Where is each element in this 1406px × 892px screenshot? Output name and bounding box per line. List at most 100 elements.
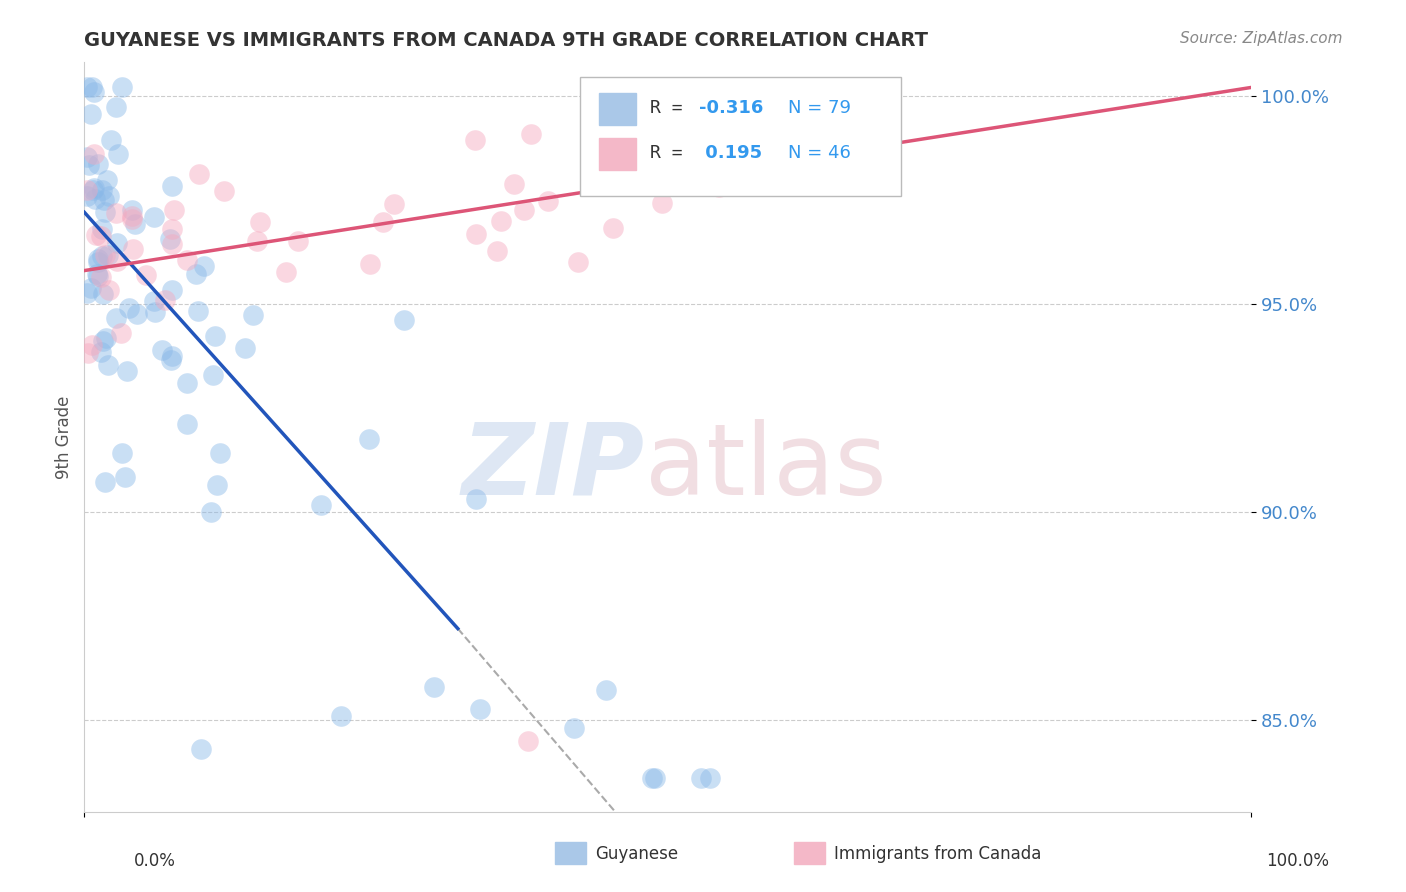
Point — [567, 254, 589, 268]
Point — [91, 287, 114, 301]
Point — [423, 680, 446, 694]
Point — [104, 311, 127, 326]
Point — [115, 364, 138, 378]
Point — [162, 179, 184, 194]
Point — [143, 211, 166, 225]
Point — [465, 227, 488, 241]
Point — [83, 85, 105, 99]
Point — [159, 353, 181, 368]
Point — [204, 329, 226, 343]
Point — [76, 183, 98, 197]
Point — [122, 243, 145, 257]
Point — [200, 505, 222, 519]
Text: R =: R = — [651, 99, 693, 117]
Text: -0.316: -0.316 — [699, 99, 763, 117]
Point — [709, 180, 731, 194]
Point — [688, 123, 710, 137]
Point — [274, 265, 297, 279]
Point — [359, 432, 381, 446]
Point — [76, 150, 98, 164]
Point — [502, 177, 524, 191]
Point — [193, 260, 215, 274]
Point — [160, 283, 183, 297]
Point — [143, 294, 166, 309]
Point — [159, 232, 181, 246]
Point — [77, 346, 100, 360]
Bar — [599, 138, 637, 169]
Y-axis label: 9th Grade: 9th Grade — [55, 395, 73, 479]
Point — [641, 772, 664, 786]
Point — [80, 80, 103, 95]
Point — [111, 446, 134, 460]
Point — [187, 304, 209, 318]
Bar — [599, 93, 637, 125]
Point — [359, 257, 381, 271]
Point — [104, 100, 127, 114]
Point — [392, 312, 415, 326]
Point — [94, 331, 117, 345]
Text: N = 46: N = 46 — [787, 145, 851, 162]
Point — [124, 217, 146, 231]
Text: Guyanese: Guyanese — [595, 845, 678, 863]
Point — [249, 215, 271, 229]
Point — [80, 107, 103, 121]
Point — [87, 255, 110, 269]
Bar — [794, 842, 825, 864]
Text: GUYANESE VS IMMIGRANTS FROM CANADA 9TH GRADE CORRELATION CHART: GUYANESE VS IMMIGRANTS FROM CANADA 9TH G… — [84, 30, 928, 50]
Point — [184, 268, 207, 282]
Point — [127, 307, 149, 321]
Point — [90, 183, 112, 197]
Point — [176, 376, 198, 390]
Point — [371, 215, 394, 229]
Point — [595, 682, 617, 697]
Point — [644, 772, 666, 786]
Point — [176, 417, 198, 432]
Point — [87, 157, 110, 171]
Point — [190, 742, 212, 756]
Point — [110, 326, 132, 340]
Text: 100.0%: 100.0% — [1265, 852, 1329, 870]
Point — [93, 204, 115, 219]
Point — [87, 268, 110, 283]
Point — [209, 446, 232, 460]
Point — [89, 229, 111, 244]
Text: ZIP: ZIP — [461, 418, 644, 516]
Point — [330, 709, 353, 723]
Point — [105, 254, 128, 268]
Point — [83, 181, 105, 195]
Point — [287, 234, 309, 248]
Point — [121, 202, 143, 217]
Point — [187, 167, 209, 181]
Point — [464, 133, 486, 147]
Point — [121, 209, 143, 223]
Point — [91, 221, 114, 235]
Point — [242, 308, 264, 322]
Point — [160, 236, 183, 251]
Point — [309, 498, 332, 512]
Point — [96, 358, 118, 372]
Point — [486, 244, 509, 258]
Point — [105, 206, 128, 220]
Point — [143, 305, 166, 319]
FancyBboxPatch shape — [581, 78, 901, 196]
Point — [464, 491, 486, 506]
Bar — [555, 842, 586, 864]
Point — [76, 286, 98, 301]
Point — [246, 234, 269, 248]
Point — [105, 235, 128, 250]
Point — [603, 144, 626, 158]
Point — [160, 350, 183, 364]
Point — [98, 189, 121, 203]
Point — [512, 203, 534, 218]
Point — [83, 146, 105, 161]
Point — [689, 772, 711, 786]
Point — [100, 133, 122, 147]
Point — [202, 368, 225, 383]
Point — [91, 334, 114, 349]
Point — [86, 267, 108, 281]
Point — [97, 248, 120, 262]
Point — [91, 250, 114, 264]
Text: R =: R = — [651, 145, 693, 162]
Text: N = 79: N = 79 — [787, 99, 851, 117]
Point — [233, 341, 256, 355]
